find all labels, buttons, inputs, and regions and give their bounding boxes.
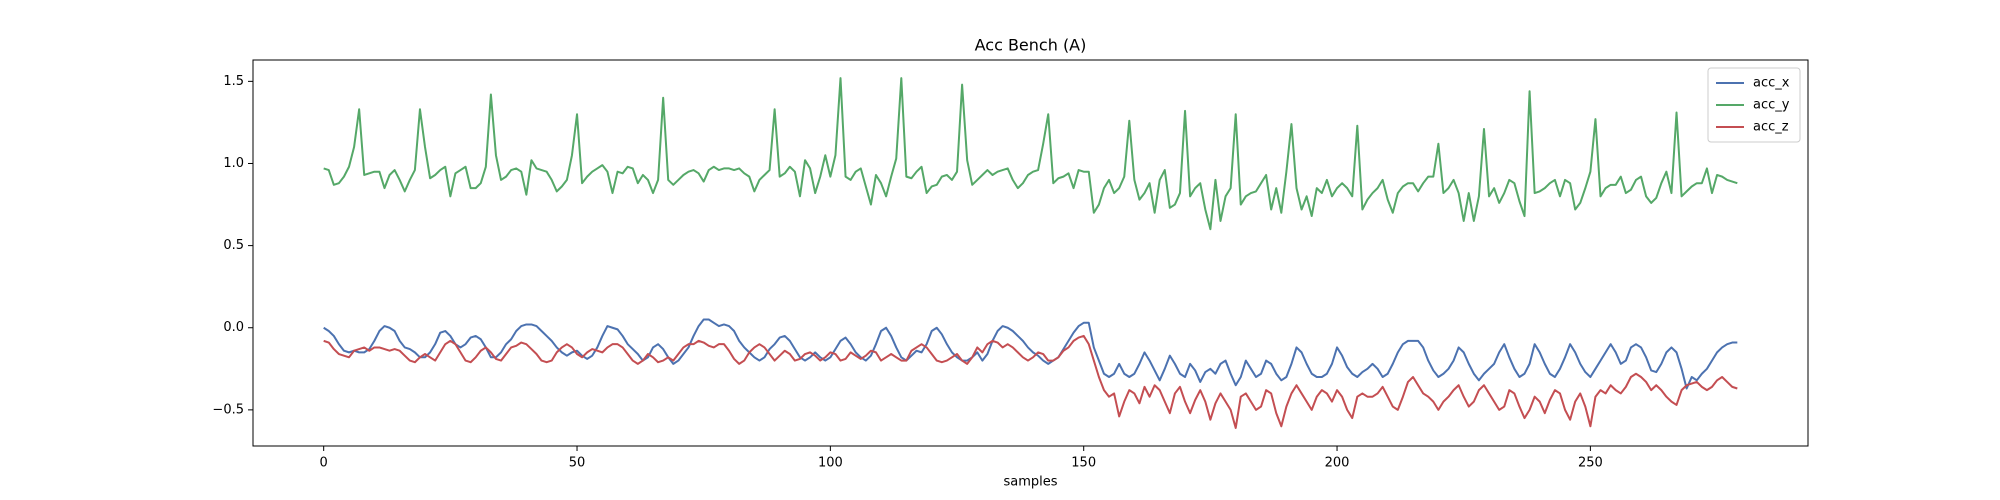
y-tick-label: 1.0 bbox=[223, 156, 244, 171]
legend-label: acc_y bbox=[1753, 98, 1790, 113]
x-tick-label: 200 bbox=[1325, 456, 1350, 471]
legend-label: acc_z bbox=[1753, 120, 1789, 135]
plot-frame bbox=[252, 59, 1809, 447]
y-tick-label: 1.5 bbox=[223, 74, 244, 89]
x-axis-label: samples bbox=[1003, 475, 1057, 490]
y-tick-label: 0.5 bbox=[223, 238, 244, 253]
line-acc-y bbox=[323, 77, 1738, 231]
y-tick-label: −0.5 bbox=[212, 402, 244, 417]
x-tick-label: 50 bbox=[569, 456, 586, 471]
y-tick-label: 0.0 bbox=[223, 320, 244, 335]
legend-box bbox=[1707, 67, 1801, 143]
x-tick-label: 100 bbox=[818, 456, 843, 471]
line-acc-z bbox=[323, 334, 1738, 429]
x-tick-label: 250 bbox=[1578, 456, 1603, 471]
x-tick-label: 150 bbox=[1071, 456, 1096, 471]
x-tick-label: 0 bbox=[320, 456, 328, 471]
chart-title: Acc Bench (A) bbox=[975, 36, 1087, 55]
legend-label: acc_x bbox=[1753, 76, 1790, 91]
